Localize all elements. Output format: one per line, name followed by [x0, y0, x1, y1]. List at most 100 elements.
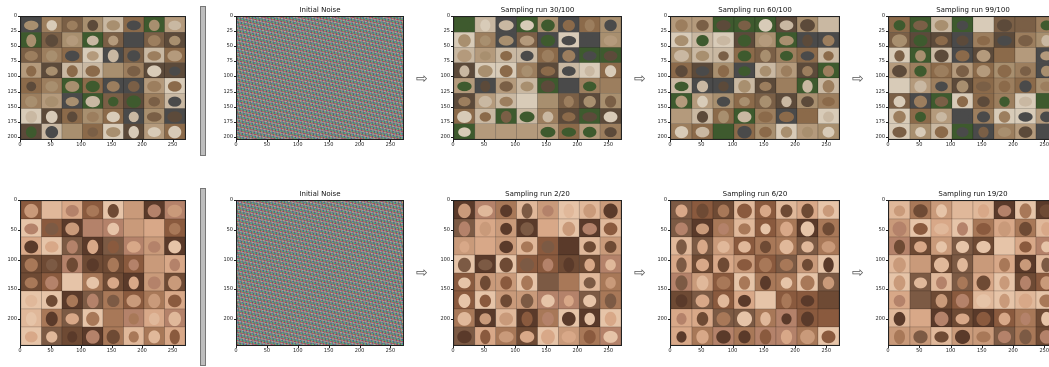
- grid-subject: [934, 126, 949, 139]
- grid-subject: [717, 257, 730, 273]
- x-tick-label: 50: [698, 142, 705, 148]
- grid-subject: [499, 312, 514, 326]
- grid-subject: [1039, 330, 1049, 344]
- grid-subject: [128, 313, 139, 325]
- x-tick-mark: [701, 346, 703, 348]
- x-tick-label: 200: [790, 348, 800, 354]
- grid-subject: [128, 276, 139, 290]
- grid-subject: [168, 96, 182, 107]
- y-tick-label: 25: [10, 28, 17, 35]
- y-tick-label: 150: [7, 103, 17, 110]
- grid-subject: [997, 240, 1012, 254]
- y-tick-mark: [234, 289, 236, 291]
- grid-subject: [146, 258, 162, 272]
- grid-subject: [478, 240, 492, 254]
- x-tick-mark: [763, 346, 765, 348]
- x-tick-label: 200: [354, 348, 365, 354]
- grid-subject: [999, 257, 1010, 272]
- y-tick-mark: [18, 121, 20, 123]
- grid-subject: [24, 331, 38, 343]
- y-tick-mark: [668, 46, 670, 48]
- y-tick-label: 175: [223, 118, 233, 125]
- grid-subject: [583, 203, 597, 218]
- x-tick-label: 0: [18, 142, 22, 148]
- grid-subject: [148, 96, 161, 107]
- grid-subject: [126, 20, 141, 31]
- grid-subject: [716, 312, 731, 326]
- grid-subject: [738, 276, 751, 290]
- grid-subject: [66, 65, 78, 78]
- grid-subject: [976, 331, 991, 343]
- grid-subject: [758, 19, 773, 32]
- grid-subject: [1020, 275, 1031, 290]
- x-tick-label: 0: [18, 348, 22, 354]
- grid-subject: [582, 126, 597, 138]
- panel-title: Sampling run 6/20: [722, 190, 788, 198]
- grid-subject: [86, 311, 100, 326]
- noise-image: [236, 200, 404, 346]
- grid-subject: [479, 294, 492, 308]
- grid-subject: [562, 276, 576, 290]
- grid-subject: [893, 96, 906, 108]
- y-tick-mark: [234, 319, 236, 321]
- y-tick-label: 125: [875, 88, 885, 95]
- grid-subject: [802, 34, 813, 47]
- x-tick-mark: [919, 140, 921, 142]
- grid-subject: [934, 311, 949, 327]
- y-tick-label: 200: [440, 316, 450, 323]
- grid-subject: [521, 65, 533, 77]
- grid-subject: [758, 111, 773, 123]
- grid-subject: [759, 204, 772, 218]
- y-tick-mark: [451, 259, 453, 261]
- y-tick-label: 75: [878, 58, 885, 65]
- grid-subject: [760, 275, 771, 290]
- grid-subject: [106, 111, 120, 123]
- y-tick-label: 150: [657, 286, 667, 293]
- grid-subject: [498, 331, 514, 343]
- grid-subject: [24, 203, 39, 218]
- y-tick-mark: [886, 121, 888, 123]
- grid-subject: [542, 258, 554, 272]
- grid-subject: [108, 35, 119, 46]
- grid-subject: [582, 223, 597, 235]
- y-tick-mark: [886, 16, 888, 17]
- grid-subject: [976, 65, 991, 78]
- grid-subject: [934, 19, 949, 31]
- grid-subject: [801, 311, 814, 327]
- y-tick-label: 25: [878, 28, 885, 35]
- grid-subject: [521, 126, 533, 138]
- grid-subject: [913, 330, 928, 344]
- grid-subject: [914, 294, 927, 308]
- x-tick-mark: [20, 346, 21, 348]
- y-tick-mark: [668, 31, 670, 33]
- grid-subject: [1019, 221, 1032, 236]
- x-tick-mark: [732, 346, 734, 348]
- grid-subject: [25, 294, 38, 307]
- y-tick-label: 100: [223, 73, 233, 80]
- panel-title: Initial Noise: [299, 6, 341, 14]
- grid-subject: [605, 259, 616, 271]
- x-tick-mark: [763, 140, 765, 142]
- grid-subject: [738, 20, 751, 31]
- grid-subject: [498, 20, 514, 31]
- y-tick-label: 200: [223, 316, 233, 323]
- grid-subject: [674, 81, 689, 92]
- grid-subject: [107, 203, 119, 218]
- grid-subject: [562, 221, 576, 237]
- grid-subject: [737, 34, 752, 47]
- y-tick-label: 50: [443, 226, 450, 233]
- y-tick-mark: [234, 106, 236, 108]
- x-tick-mark: [390, 140, 392, 142]
- grid-subject: [675, 65, 688, 78]
- grid-subject: [894, 50, 905, 62]
- x-tick-mark: [577, 140, 579, 142]
- y-tick-label: 150: [875, 286, 885, 293]
- y-tick-mark: [18, 16, 20, 17]
- grid-subject: [541, 276, 555, 290]
- y-tick-mark: [451, 289, 453, 291]
- grid-subject: [675, 95, 688, 108]
- y-tick-label: 0: [663, 13, 667, 19]
- grid-subject: [696, 80, 709, 93]
- grid-subject: [975, 259, 992, 271]
- grid-subject: [26, 81, 37, 92]
